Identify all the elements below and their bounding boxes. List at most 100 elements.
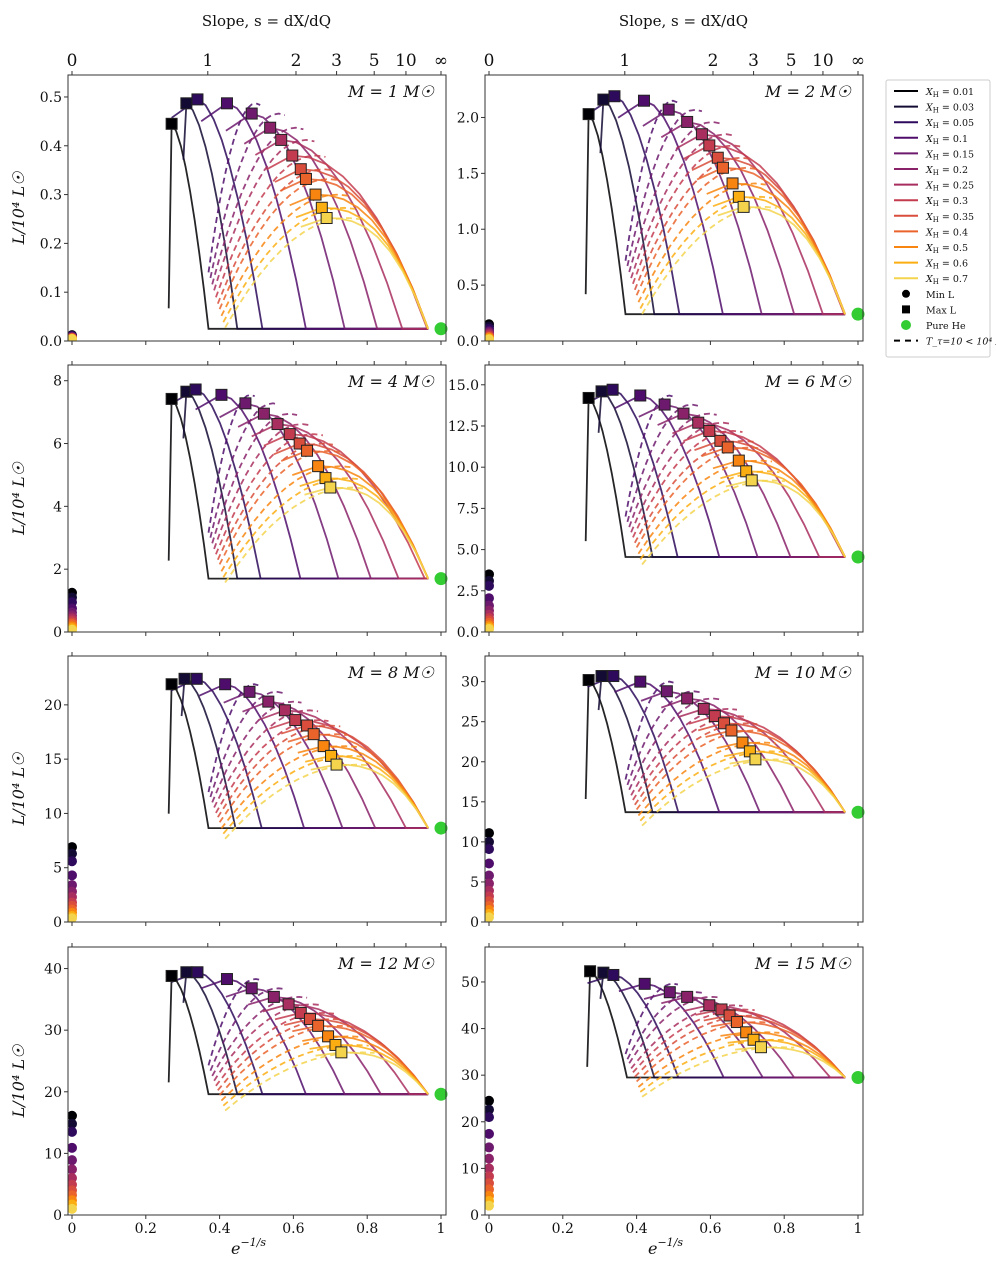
legend-label-val: = 0.15	[939, 149, 974, 160]
max-l-marker	[289, 714, 302, 727]
plot-area	[485, 95, 846, 341]
max-l-marker	[243, 685, 256, 698]
max-l-marker	[597, 966, 610, 979]
legend-label: XH = 0.5	[925, 243, 968, 255]
max-l-marker	[294, 1006, 307, 1019]
curve-xh-0.35	[274, 168, 429, 330]
pure-he-marker	[851, 805, 865, 819]
curve-xh-0.1	[614, 680, 846, 814]
legend-label: XH = 0.7	[925, 274, 968, 286]
dashed-curve-xh-0.7	[641, 1046, 795, 1098]
legend-label-sub: H	[933, 107, 939, 115]
legend-label-sub: H	[933, 278, 939, 286]
dashed-curve-xh-0.3	[632, 429, 743, 538]
max-l-marker	[582, 674, 595, 687]
y-tick-label: 6	[53, 437, 62, 453]
max-l-marker	[747, 1033, 760, 1046]
min-l-marker	[68, 1155, 77, 1166]
y-tick-label: 10	[44, 1146, 62, 1162]
dashed-curve-xh-0.35	[634, 439, 754, 544]
dashed-curve-xh-0.1	[207, 393, 255, 533]
dashed-curve-xh-0.25	[630, 421, 732, 533]
curve-xh-0.15	[638, 403, 846, 558]
max-l-marker	[726, 177, 739, 190]
y-axis-title: L/10⁴ L☉	[9, 461, 28, 536]
curve-xh-0.05	[587, 675, 846, 814]
legend-label-sub: H	[933, 91, 939, 99]
curve-xh-0.2	[661, 697, 846, 814]
legend-label-val: = 0.2	[939, 165, 968, 176]
dashed-curve-xh-0.25	[213, 423, 311, 550]
y-tick-label: 15	[461, 795, 479, 811]
max-l-marker	[715, 1003, 728, 1016]
min-l-marker	[485, 1128, 494, 1139]
curve-xh-0.05	[170, 677, 429, 829]
plot-area	[68, 98, 429, 341]
plot-area	[68, 970, 429, 1214]
dashed-curve-xh-0.15	[626, 690, 701, 786]
dashed-curve-xh-0.25	[213, 138, 315, 291]
max-l-marker	[271, 418, 284, 431]
y-tick-label: 0.2	[40, 236, 62, 252]
min-l-marker	[485, 844, 494, 855]
dashed-curve-xh-0.4	[635, 729, 765, 811]
max-l-marker	[320, 212, 333, 225]
curve-xh-0.2	[237, 412, 429, 580]
top-tick-label: 10	[395, 51, 417, 71]
axes-frame	[67, 74, 447, 342]
panel-m10: 0 5 10 15 20 25 30 M = 10 M☉	[461, 652, 865, 931]
x-axis-title-exponent: −1/s	[657, 1236, 683, 1249]
min-l-marker	[68, 848, 77, 859]
dashed-curve-xh-0.5	[637, 1031, 780, 1088]
dashed-curve-xh-0.7	[224, 486, 364, 584]
max-l-marker	[299, 172, 312, 185]
y-tick-label: 50	[461, 975, 479, 991]
max-l-marker	[178, 672, 191, 685]
curve-xh-0.25	[251, 423, 429, 580]
panel-mass-label: M = 6 M☉	[764, 372, 852, 391]
curve-xh-0.01	[584, 677, 846, 814]
curve-xh-0.25	[254, 138, 429, 330]
legend-label-val: = 0.4	[939, 227, 968, 238]
dashed-curve-xh-0.1	[207, 978, 261, 1066]
dashed-curve-xh-0.1	[624, 394, 674, 517]
panel-mass-label: M = 4 M☉	[347, 372, 435, 391]
max-l-marker	[322, 1030, 335, 1043]
max-l-marker	[245, 107, 258, 120]
min-l-marker	[485, 593, 494, 604]
max-l-marker	[309, 188, 322, 201]
legend-label: XH = 0.6	[925, 259, 968, 271]
min-l-marker	[485, 878, 494, 889]
legend-label-sub: H	[933, 153, 939, 161]
pure-he-marker	[851, 550, 865, 564]
curve-xh-0.3	[263, 433, 429, 580]
max-l-marker	[264, 121, 277, 134]
min-l-marker	[485, 624, 494, 632]
max-l-marker	[740, 1026, 753, 1039]
panel-mass-label: M = 15 M☉	[754, 954, 852, 973]
x-tick-label: 0	[485, 1221, 494, 1237]
max-l-marker	[732, 190, 745, 203]
legend-pure-he-label: Pure He	[926, 321, 966, 332]
max-l-marker	[582, 108, 595, 121]
dashed-curve-xh-0.7	[641, 758, 789, 827]
plot-area	[485, 969, 846, 1211]
y-tick-label: 0.3	[40, 188, 62, 204]
x-tick-label: 0.4	[208, 1221, 230, 1237]
max-l-marker	[703, 999, 716, 1012]
min-l-marker	[485, 1142, 494, 1153]
legend-box	[885, 79, 991, 358]
max-l-marker	[681, 990, 694, 1003]
dashed-curve-xh-0.5	[220, 1035, 362, 1102]
y-tick-label: 20	[44, 698, 62, 714]
curve-xh-0.7	[304, 486, 429, 579]
x-tick-label: 0.8	[773, 1221, 795, 1237]
curve-xh-0.4	[292, 1024, 429, 1095]
curve-xh-0.7	[300, 217, 429, 330]
top-tick-label: 0	[67, 51, 78, 71]
curve-xh-0.01	[167, 681, 429, 829]
min-l-marker	[485, 580, 494, 591]
pure-he-marker	[434, 1087, 448, 1101]
legend-label-sub: H	[933, 169, 939, 177]
max-l-marker	[732, 454, 745, 467]
